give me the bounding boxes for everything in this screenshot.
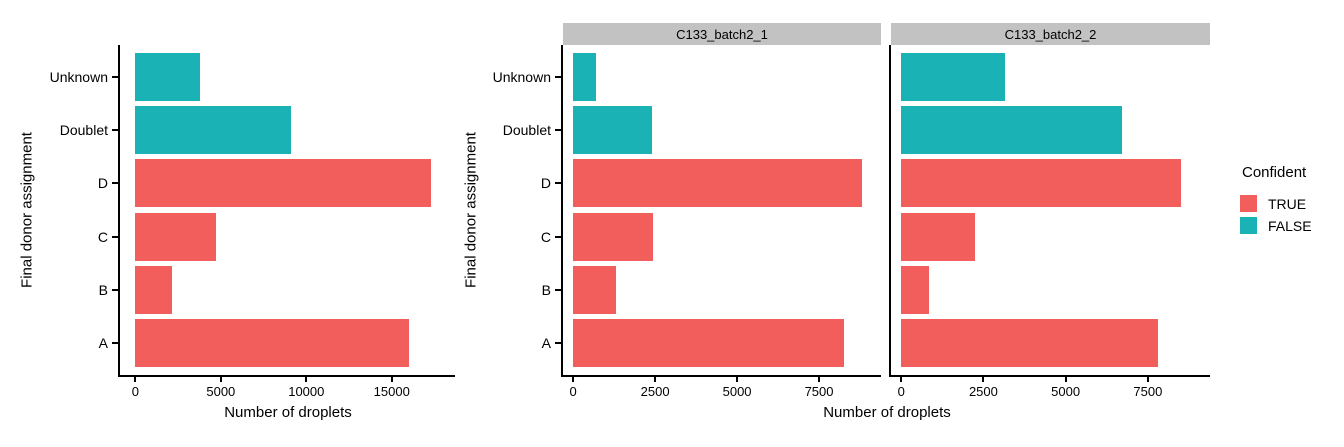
y-tick bbox=[112, 288, 118, 291]
bar-unknown bbox=[573, 52, 597, 101]
y-axis-label-b: B bbox=[541, 281, 551, 298]
bar-a bbox=[901, 319, 1158, 367]
x-tick bbox=[900, 377, 903, 382]
bar-d bbox=[901, 159, 1181, 208]
bar-doublet bbox=[573, 106, 652, 155]
plot-panel-batch2-1 bbox=[563, 45, 881, 375]
legend-item-false: FALSE bbox=[1240, 217, 1340, 234]
bar-a bbox=[135, 319, 409, 367]
legend: Confident TRUE FALSE bbox=[1240, 164, 1340, 239]
y-axis-label-doublet: Doublet bbox=[59, 122, 108, 139]
x-tick bbox=[572, 377, 575, 382]
facet-strip-batch2-1: C133_batch2_1 bbox=[563, 23, 881, 46]
x-axis-line bbox=[118, 375, 455, 377]
legend-swatch-true bbox=[1240, 195, 1257, 212]
y-tick bbox=[112, 75, 118, 78]
legend-title: Confident bbox=[1242, 164, 1307, 181]
y-axis-label-a: A bbox=[98, 335, 108, 352]
y-tick bbox=[555, 342, 561, 345]
bar-c bbox=[901, 212, 976, 261]
bar-d bbox=[135, 159, 432, 208]
x-tick-label: 2500 bbox=[640, 384, 670, 399]
plot-panel-batch2-2 bbox=[891, 45, 1210, 375]
y-tick bbox=[112, 182, 118, 185]
x-tick bbox=[736, 377, 739, 382]
x-tick-label: 7500 bbox=[804, 384, 834, 399]
y-axis-label-d: D bbox=[97, 175, 108, 192]
bar-doublet bbox=[901, 106, 1122, 155]
bar-d bbox=[573, 159, 862, 208]
bar-c bbox=[135, 212, 216, 261]
x-tick-label: 5000 bbox=[722, 384, 752, 399]
legend-label-false: FALSE bbox=[1268, 217, 1312, 234]
x-axis-title-facets: Number of droplets bbox=[823, 404, 951, 421]
x-tick bbox=[305, 377, 308, 382]
bar-a bbox=[573, 319, 844, 367]
plot-panel-combined bbox=[120, 45, 455, 375]
y-tick bbox=[555, 182, 561, 185]
x-tick-label: 5000 bbox=[206, 384, 236, 399]
legend-swatch-false bbox=[1240, 217, 1257, 234]
x-tick-label: 15000 bbox=[373, 384, 410, 399]
x-tick-label: 10000 bbox=[288, 384, 325, 399]
bar-doublet bbox=[135, 106, 291, 155]
bar-b bbox=[901, 265, 930, 314]
x-tick bbox=[1146, 377, 1149, 382]
y-tick bbox=[555, 235, 561, 238]
x-tick-label: 0 bbox=[897, 384, 905, 399]
x-axis-line bbox=[889, 375, 1210, 377]
x-axis-title-combined: Number of droplets bbox=[224, 404, 352, 421]
bar-b bbox=[135, 265, 173, 314]
legend-label-true: TRUE bbox=[1268, 195, 1307, 212]
y-axis-label-b: B bbox=[98, 281, 108, 298]
facet-strip-batch2-2: C133_batch2_2 bbox=[891, 23, 1210, 46]
x-tick bbox=[818, 377, 821, 382]
x-tick-label: 2500 bbox=[968, 384, 998, 399]
x-tick-label: 0 bbox=[131, 384, 139, 399]
x-tick bbox=[219, 377, 222, 382]
y-tick bbox=[112, 129, 118, 132]
x-tick-label: 7500 bbox=[1133, 384, 1163, 399]
y-axis-label-a: A bbox=[541, 335, 551, 352]
y-axis-line bbox=[118, 45, 120, 377]
y-axis-line bbox=[889, 45, 891, 377]
y-tick bbox=[555, 288, 561, 291]
bar-unknown bbox=[135, 52, 201, 101]
x-tick-label: 5000 bbox=[1051, 384, 1081, 399]
x-axis-line bbox=[561, 375, 881, 377]
x-tick bbox=[1064, 377, 1067, 382]
y-axis-title-combined: Final donor assignment bbox=[18, 132, 36, 288]
bar-unknown bbox=[901, 52, 1005, 101]
x-tick bbox=[654, 377, 657, 382]
bar-b bbox=[573, 265, 616, 314]
x-tick bbox=[134, 377, 137, 382]
y-axis-label-c: C bbox=[540, 228, 551, 245]
x-tick-label: 0 bbox=[569, 384, 577, 399]
y-axis-label-unknown: Unknown bbox=[49, 68, 108, 85]
legend-item-true: TRUE bbox=[1240, 195, 1340, 212]
bar-c bbox=[573, 212, 654, 261]
y-tick bbox=[555, 75, 561, 78]
x-tick bbox=[982, 377, 985, 382]
y-axis-label-d: D bbox=[540, 175, 551, 192]
y-axis-label-doublet: Doublet bbox=[502, 122, 551, 139]
y-tick bbox=[112, 342, 118, 345]
y-axis-label-unknown: Unknown bbox=[492, 68, 551, 85]
x-tick bbox=[390, 377, 393, 382]
y-axis-line bbox=[561, 45, 563, 377]
y-tick bbox=[555, 129, 561, 132]
y-tick bbox=[112, 235, 118, 238]
y-axis-title-facets: Final donor assignment bbox=[462, 132, 480, 288]
y-axis-label-c: C bbox=[97, 228, 108, 245]
